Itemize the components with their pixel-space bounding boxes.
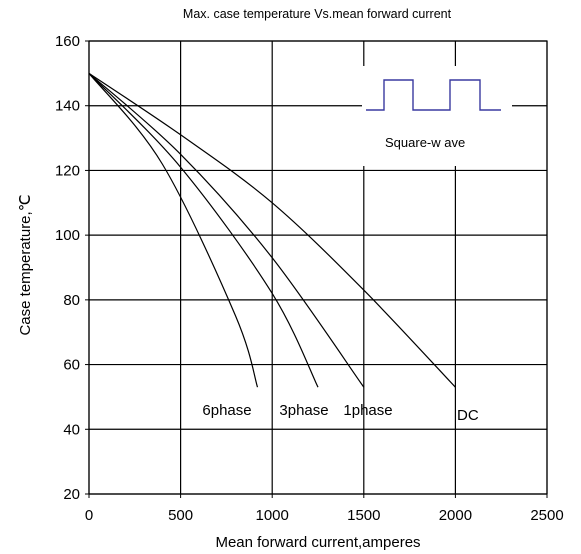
series-label-6phase: 6phase	[202, 402, 251, 419]
x-tick-label-2: 1000	[256, 507, 289, 524]
y-axis-ticks: 20 40 60 80 100 120 140 160	[55, 33, 89, 503]
x-tick-label-1: 500	[168, 507, 193, 524]
y-tick-label-4: 100	[55, 227, 80, 244]
x-tick-label-0: 0	[85, 507, 93, 524]
series-label-3phase: 3phase	[279, 402, 328, 419]
y-tick-label-2: 60	[63, 357, 80, 374]
y-tick-label-3: 80	[63, 292, 80, 309]
series-line-dc	[88, 72, 456, 388]
series-line-1phase	[88, 72, 365, 388]
square-wave-legend: Square-w ave	[362, 66, 512, 166]
series-line-3phase	[88, 72, 319, 388]
series-line-6phase	[88, 73, 259, 388]
x-axis-label: Mean forward current,amperes	[215, 534, 420, 551]
chart-title: Max. case temperature Vs.mean forward cu…	[183, 7, 452, 21]
square-wave-legend-box	[362, 66, 512, 166]
series-label-dc: DC	[457, 407, 479, 424]
y-axis-label: Case temperature,℃	[17, 194, 34, 335]
y-tick-label-1: 40	[63, 421, 80, 438]
series-label-1phase: 1phase	[343, 402, 392, 419]
x-axis-ticks: 0 500 1000 1500 2000 2500	[85, 494, 564, 524]
x-tick-label-3: 1500	[347, 507, 380, 524]
y-tick-label-0: 20	[63, 486, 80, 503]
square-wave-label: Square-w ave	[385, 135, 465, 150]
x-tick-label-4: 2000	[439, 507, 472, 524]
square-wave-line	[366, 79, 501, 111]
y-tick-label-7: 160	[55, 33, 80, 50]
x-tick-label-5: 2500	[530, 507, 563, 524]
y-tick-label-5: 120	[55, 162, 80, 179]
plot-frame	[88, 40, 548, 495]
series-group: DC 1phase 3phase 6phase	[88, 72, 479, 424]
y-tick-label-6: 140	[55, 98, 80, 115]
